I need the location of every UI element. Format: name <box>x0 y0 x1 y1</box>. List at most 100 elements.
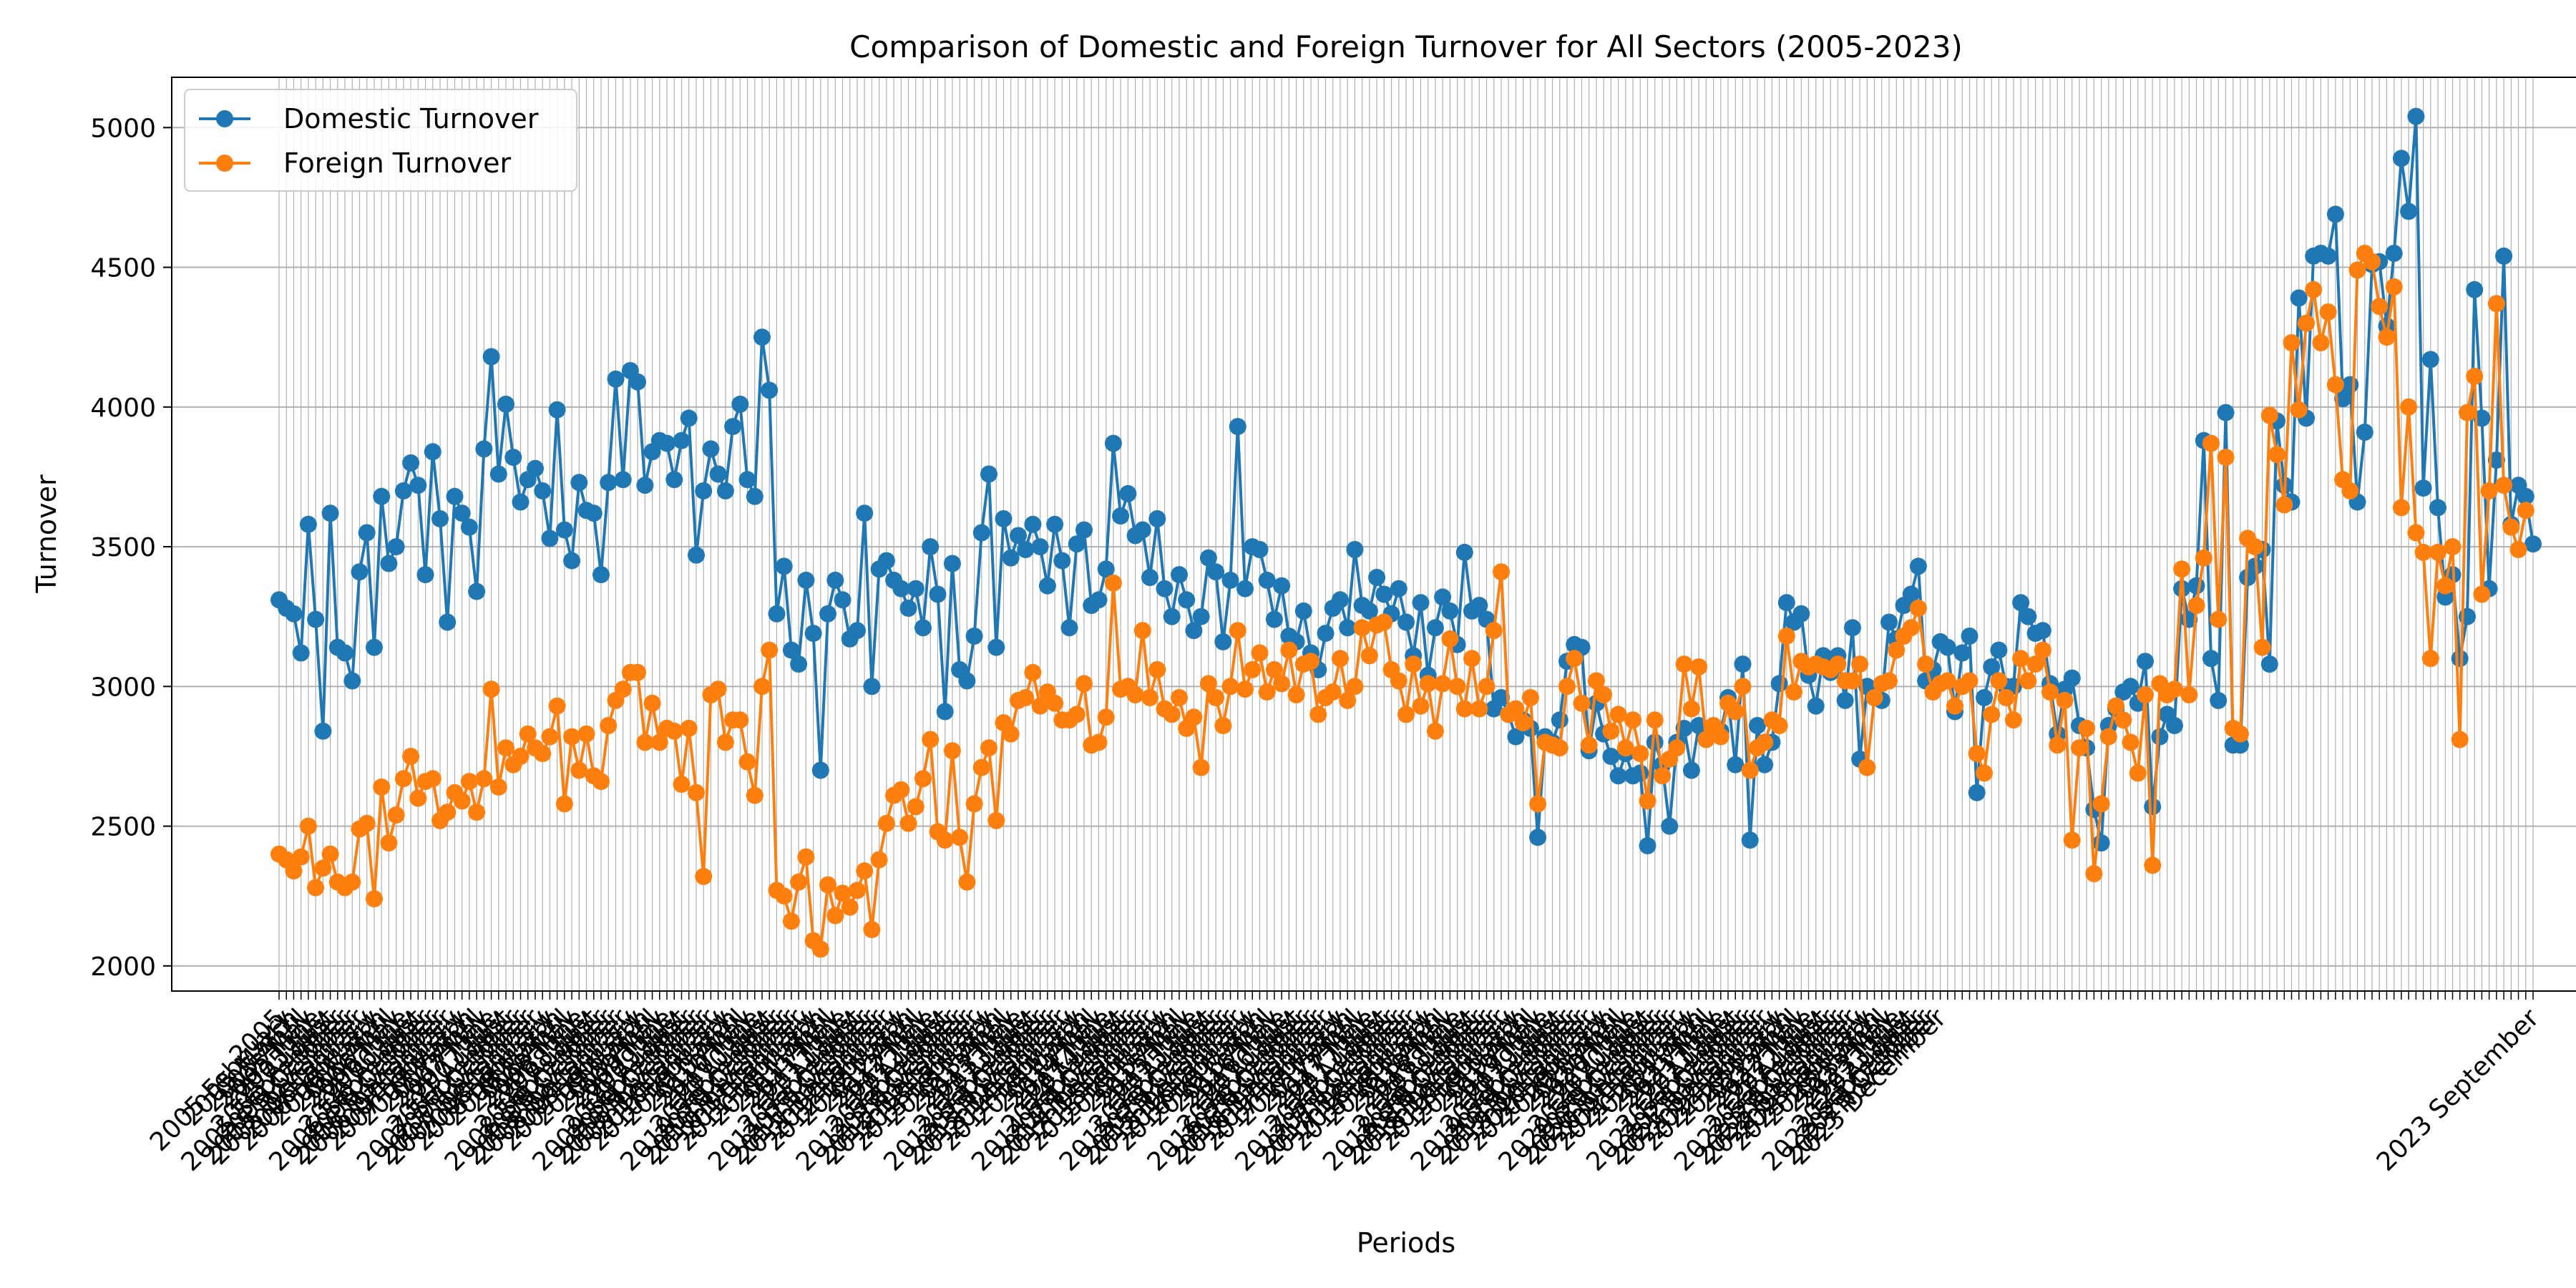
foreign-point <box>943 742 961 760</box>
foreign-point <box>1104 574 1122 592</box>
foreign-point <box>849 882 866 899</box>
domestic-point <box>636 477 654 494</box>
domestic-point <box>380 555 398 572</box>
foreign-point <box>1777 628 1795 645</box>
legend: Domestic Turnover Foreign Turnover <box>184 89 577 192</box>
grid-lines <box>172 77 2576 991</box>
foreign-point <box>1485 622 1503 640</box>
foreign-point <box>987 811 1005 829</box>
chart-title: Comparison of Domestic and Foreign Turno… <box>849 29 1963 64</box>
domestic-point <box>1639 836 1657 854</box>
foreign-point <box>709 680 727 698</box>
foreign-point <box>292 848 310 866</box>
foreign-point <box>2509 541 2527 558</box>
foreign-point <box>548 697 566 715</box>
domestic-point <box>2144 798 2162 816</box>
foreign-point <box>2070 739 2088 757</box>
domestic-point <box>366 638 383 656</box>
foreign-point <box>424 770 441 788</box>
domestic-point <box>1938 638 1956 656</box>
foreign-point <box>577 725 595 743</box>
foreign-point <box>614 680 632 698</box>
foreign-point <box>665 722 683 740</box>
domestic-point <box>2356 424 2373 441</box>
foreign-point <box>2114 711 2132 729</box>
foreign-point <box>951 829 969 847</box>
foreign-point <box>1236 680 1254 698</box>
foreign-point <box>1639 792 1657 810</box>
domestic-point <box>299 515 317 533</box>
foreign-point <box>636 733 654 751</box>
domestic-point <box>1609 767 1627 785</box>
domestic-point <box>2319 247 2337 265</box>
domestic-point <box>2187 577 2205 595</box>
foreign-point <box>1426 722 1444 740</box>
foreign-point <box>307 879 325 897</box>
domestic-point <box>1953 644 1971 662</box>
domestic-point <box>826 571 844 589</box>
domestic-point <box>1727 756 1745 774</box>
domestic-point <box>680 409 698 427</box>
foreign-point <box>2385 278 2403 296</box>
foreign-point <box>1221 678 1239 696</box>
foreign-point <box>1961 672 1979 690</box>
domestic-point <box>761 381 779 399</box>
foreign-point <box>1529 795 1547 813</box>
foreign-point <box>1353 619 1371 637</box>
domestic-point <box>527 459 544 477</box>
foreign-point <box>1046 694 1064 712</box>
foreign-point <box>2487 295 2505 313</box>
foreign-point <box>1851 655 1869 673</box>
foreign-point <box>2283 334 2301 351</box>
domestic-point <box>1434 588 1452 606</box>
domestic-point <box>1046 515 1064 533</box>
domestic-point <box>709 465 727 483</box>
foreign-point <box>1602 722 1620 740</box>
foreign-point <box>366 890 383 908</box>
domestic-point <box>1265 610 1283 628</box>
domestic-point <box>907 580 924 597</box>
domestic-point <box>439 613 457 631</box>
foreign-point <box>1287 686 1305 703</box>
foreign-point <box>555 795 573 813</box>
foreign-point <box>2371 298 2389 316</box>
foreign-point <box>782 912 800 930</box>
foreign-point <box>2517 502 2534 519</box>
domestic-point <box>1163 608 1181 625</box>
foreign-point <box>2290 401 2308 419</box>
foreign-point <box>1324 683 1342 701</box>
foreign-point <box>402 748 420 765</box>
foreign-point <box>1455 700 1473 718</box>
domestic-point <box>1836 691 1854 709</box>
domestic-point <box>1661 817 1679 835</box>
foreign-point <box>468 804 486 821</box>
foreign-point <box>1412 697 1430 715</box>
foreign-point <box>1017 689 1035 706</box>
y-tick-label: 4500 <box>90 254 156 283</box>
foreign-point <box>1031 697 1049 715</box>
foreign-point <box>1770 717 1788 734</box>
foreign-point <box>914 770 932 788</box>
foreign-point <box>1654 767 1671 785</box>
foreign-point <box>1938 672 1956 690</box>
foreign-point <box>870 851 888 869</box>
domestic-point <box>2122 678 2140 696</box>
domestic-point <box>2414 479 2432 497</box>
foreign-point <box>2187 597 2205 615</box>
domestic-point <box>1017 541 1035 558</box>
foreign-point <box>2217 449 2235 467</box>
domestic-point <box>1192 608 1210 625</box>
foreign-point <box>512 748 530 765</box>
foreign-point <box>958 873 976 891</box>
domestic-point <box>358 524 376 542</box>
domestic-point <box>1141 569 1158 586</box>
foreign-point <box>358 814 376 832</box>
domestic-point <box>607 370 625 388</box>
domestic-point <box>1551 711 1568 729</box>
series-layer <box>270 107 2542 958</box>
domestic-point <box>1156 580 1174 597</box>
foreign-point <box>738 753 756 771</box>
foreign-point <box>761 641 779 659</box>
foreign-point <box>2348 261 2366 279</box>
